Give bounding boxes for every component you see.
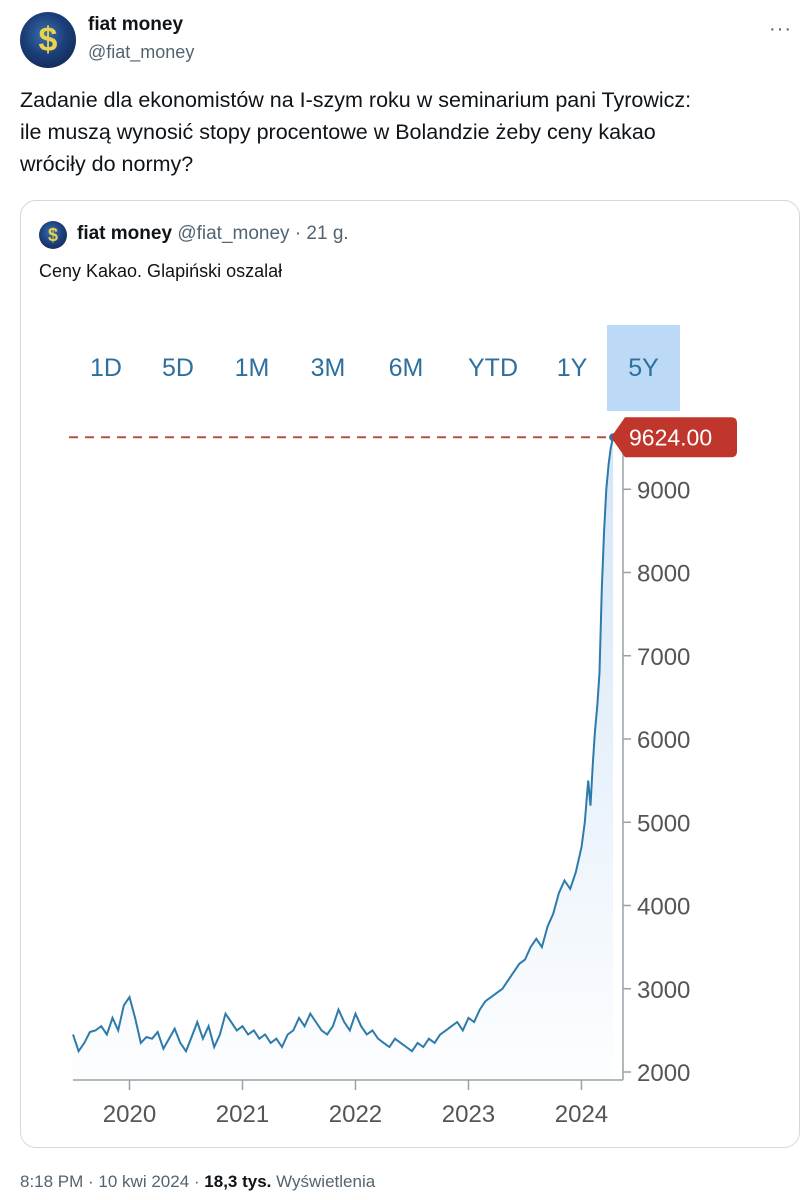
range-1d[interactable]: 1D	[90, 354, 122, 382]
y-tick-label: 3000	[637, 977, 690, 1004]
range-5d[interactable]: 5D	[162, 354, 194, 382]
range-1m[interactable]: 1M	[234, 354, 270, 382]
y-tick-label: 4000	[637, 894, 690, 921]
range-5y[interactable]: 5Y	[607, 325, 680, 411]
quoted-meta: fiat money @fiat_money · 21 g.	[77, 223, 349, 245]
tweet-text-line: Zadanie dla ekonomistów na I-szym roku w…	[20, 88, 692, 112]
x-tick-label: 2024	[555, 1101, 608, 1128]
range-6m[interactable]: 6M	[388, 354, 424, 382]
dollar-logo-icon: $	[38, 21, 58, 59]
y-tick-label: 9000	[637, 477, 690, 504]
y-tick-label: 6000	[637, 727, 690, 754]
quoted-author-avatar: $	[39, 221, 67, 249]
y-tick-label: 2000	[637, 1060, 690, 1087]
tweet-text-line: wróciły do normy?	[20, 152, 194, 176]
price-chart: 2000 3000 4000 5000 6000 7000 8000 9000 2020 2021…	[69, 417, 737, 1128]
x-tick-label: 2020	[103, 1101, 156, 1128]
x-tick-label: 2021	[216, 1101, 269, 1128]
y-tick-label: 8000	[637, 561, 690, 588]
y-tick-label: 7000	[637, 644, 690, 671]
range-ytd[interactable]: YTD	[468, 354, 518, 382]
tweet-text-line: ile muszą wynosić stopy procentowe w Bol…	[20, 120, 656, 144]
x-tick-label: 2022	[329, 1101, 382, 1128]
footer-sep: ·	[193, 1172, 205, 1191]
quoted-tweet[interactable]: $ fiat money @fiat_money · 21 g. Ceny Ka…	[20, 200, 800, 1148]
tweet-timestamp[interactable]: 8:18 PM · 10 kwi 2024	[20, 1172, 190, 1191]
last-price-badge: 9624.00	[611, 417, 737, 458]
author-name[interactable]: fiat money	[88, 14, 184, 35]
views-label: Wyświetlenia	[276, 1172, 376, 1191]
chart-axes: 2000 3000 4000 5000 6000 7000 8000 9000 2020 2021…	[73, 431, 690, 1128]
y-tick-label: 5000	[637, 810, 690, 837]
author-avatar[interactable]: $	[20, 12, 76, 68]
views-count: 18,3 tys.	[204, 1172, 272, 1191]
quoted-time: · 21 g.	[294, 223, 349, 244]
price-line	[72, 437, 615, 1054]
chart-image: 1D 5D 1M 3M 6M YTD 1Y 5Y 2000 3000 4000 500…	[21, 301, 799, 1147]
tweet-text: Zadanie dla ekonomistów na I-szym roku w…	[20, 84, 792, 180]
range-selector: 1D 5D 1M 3M 6M YTD 1Y 5Y	[21, 325, 799, 411]
quoted-author-handle: @fiat_money	[177, 223, 290, 244]
quoted-author-name: fiat money	[77, 223, 173, 244]
last-price-badge-shape	[611, 417, 737, 458]
range-1y[interactable]: 1Y	[556, 354, 588, 382]
tweet-header: $ fiat money @fiat_money ···	[20, 8, 792, 68]
tweet-footer: 8:18 PM · 10 kwi 2024 · 18,3 tys. Wyświe…	[20, 1172, 375, 1192]
more-horizontal-icon[interactable]: ···	[769, 18, 792, 40]
x-tick-label: 2023	[442, 1101, 495, 1128]
dollar-logo-icon: $	[47, 225, 58, 245]
price-area	[73, 437, 614, 1080]
author-handle[interactable]: @fiat_money	[88, 42, 195, 62]
range-3m[interactable]: 3M	[310, 354, 346, 382]
last-price-label: 9624.00	[629, 424, 712, 450]
quoted-text: Ceny Kakao. Glapiński oszalał	[39, 261, 283, 281]
